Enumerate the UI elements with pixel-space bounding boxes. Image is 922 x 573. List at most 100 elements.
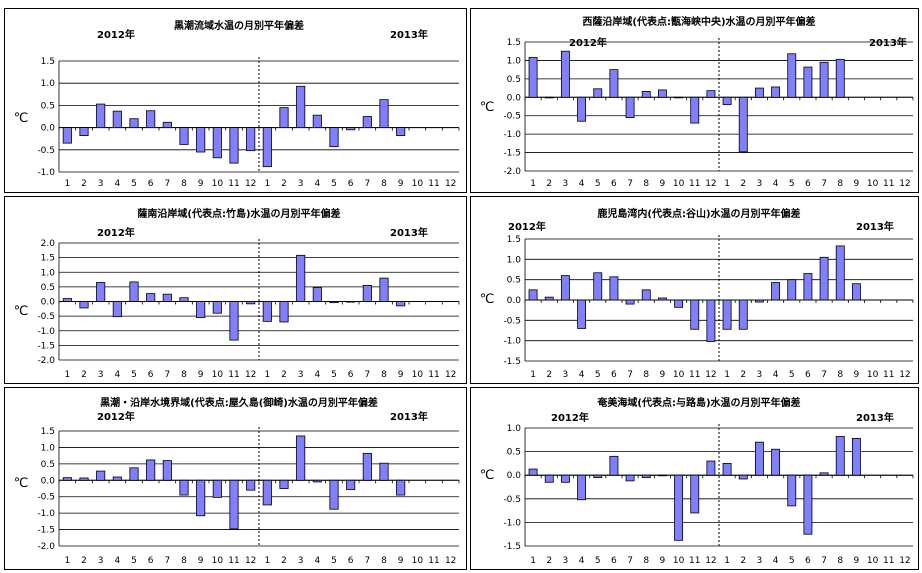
y-axis-label: ℃ <box>14 111 29 126</box>
x-tick-label: 8 <box>837 556 843 566</box>
y-tick-label: -1.5 <box>37 341 55 351</box>
x-tick-label: 2 <box>281 179 287 189</box>
y-tick-label: -1.0 <box>503 130 521 140</box>
bar <box>379 462 389 481</box>
y-tick-label: 1.0 <box>507 255 522 265</box>
bar <box>657 474 667 477</box>
x-tick-label: 1 <box>264 556 270 566</box>
y-tick-label: 1.0 <box>507 424 522 434</box>
x-tick-label: 5 <box>131 556 137 566</box>
bar <box>577 96 587 122</box>
bar <box>835 58 845 98</box>
x-tick-label: 7 <box>164 179 170 189</box>
x-tick-label: 2 <box>546 179 552 189</box>
bar <box>657 89 667 98</box>
x-tick-label: 10 <box>212 556 224 566</box>
bar <box>657 297 667 301</box>
x-tick-label: 12 <box>445 556 456 566</box>
chart-panel-seisatsu: 西薩沿岸域(代表点:甑海峡中央)水温の月別平年偏差 2012年 2013年 ℃ 1.5 1… <box>470 8 919 193</box>
x-tick-label: 6 <box>348 370 354 380</box>
x-tick-label: 10 <box>867 556 879 566</box>
bar <box>528 57 538 98</box>
y-tick-label: 0.5 <box>507 276 521 286</box>
bar <box>544 474 554 483</box>
x-tick-label: 12 <box>705 179 716 189</box>
x-tick-label: 12 <box>899 179 910 189</box>
bar <box>706 90 716 98</box>
y-tick-label: -0.5 <box>37 312 55 322</box>
x-tick-label: 7 <box>364 370 370 380</box>
y-tick-label: -2.0 <box>37 542 55 552</box>
x-tick-label: 7 <box>821 370 827 380</box>
x-tick-label: 5 <box>789 556 795 566</box>
year-label-right: 2013年 <box>869 36 907 49</box>
y-tick-label: -1.5 <box>503 149 521 159</box>
bar <box>312 114 322 128</box>
bar <box>346 479 356 490</box>
bar <box>641 289 651 301</box>
bar <box>146 110 156 128</box>
x-tick-label: 8 <box>381 179 387 189</box>
x-tick-label: 10 <box>673 179 685 189</box>
chart-svg: 鹿児島湾内(代表点:谷山)水温の月別平年偏差 2012年 2013年 ℃ 1.5 1.0 0… <box>480 207 914 380</box>
chart-title: 黒潮流域水温の月別平年偏差 <box>174 19 304 32</box>
x-tick-label: 7 <box>627 556 633 566</box>
x-tick-label: 4 <box>579 370 585 380</box>
x-tick-label: 11 <box>428 179 439 189</box>
bar <box>754 299 764 303</box>
bar <box>787 53 797 98</box>
x-tick-label: 1 <box>530 179 536 189</box>
x-tick-label: 8 <box>837 179 843 189</box>
bar <box>609 69 619 98</box>
x-tick-label: 2 <box>740 556 746 566</box>
x-tick-label: 3 <box>757 556 763 566</box>
bar <box>196 127 206 153</box>
x-tick-label: 11 <box>228 179 239 189</box>
y-axis-label: ℃ <box>480 292 495 307</box>
bar <box>560 50 570 98</box>
x-tick-label: 9 <box>854 556 860 566</box>
x-tick-label: 10 <box>412 556 424 566</box>
year-label-right: 2013年 <box>390 410 428 423</box>
x-tick-label: 11 <box>228 370 239 380</box>
x-tick-label: 5 <box>331 556 337 566</box>
bar <box>560 275 570 301</box>
bar <box>229 127 239 164</box>
x-tick-label: 3 <box>98 179 104 189</box>
bar <box>246 127 256 152</box>
x-tick-label: 9 <box>198 556 204 566</box>
bar <box>609 455 619 476</box>
y-axis-label: ℃ <box>480 468 495 483</box>
x-tick-label: 9 <box>660 179 666 189</box>
bar <box>196 301 206 318</box>
bar <box>396 301 406 307</box>
x-tick-label: 3 <box>98 556 104 566</box>
x-tick-label: 11 <box>689 556 700 566</box>
x-tick-label: 4 <box>114 370 120 380</box>
bar <box>162 293 172 302</box>
x-tick-label: 5 <box>131 179 137 189</box>
bar <box>544 296 554 301</box>
y-tick-label: 0.5 <box>41 283 55 293</box>
x-tick-label: 2 <box>546 556 552 566</box>
y-tick-label: -1.0 <box>37 168 55 178</box>
y-tick-label: -0.5 <box>503 316 521 326</box>
x-tick-label: 3 <box>563 556 569 566</box>
x-tick-label: 12 <box>899 556 910 566</box>
bar <box>738 299 748 330</box>
x-tick-label: 6 <box>348 179 354 189</box>
bar <box>722 299 732 330</box>
x-tick-label: 6 <box>805 556 811 566</box>
bar <box>674 96 684 99</box>
bar <box>819 256 829 301</box>
bar <box>593 474 603 478</box>
y-tick-label: -2.0 <box>503 167 521 177</box>
bar <box>396 127 406 136</box>
x-tick-label: 2 <box>740 370 746 380</box>
bar <box>96 103 106 129</box>
chart-title: 奄美海域(代表点:与路島)水温の月別平年偏差 <box>596 396 800 409</box>
chart-title: 鹿児島湾内(代表点:谷山)水温の月別平年偏差 <box>597 207 800 220</box>
y-tick-label: 0.5 <box>507 75 521 85</box>
bar <box>279 301 289 323</box>
bar <box>79 127 89 136</box>
